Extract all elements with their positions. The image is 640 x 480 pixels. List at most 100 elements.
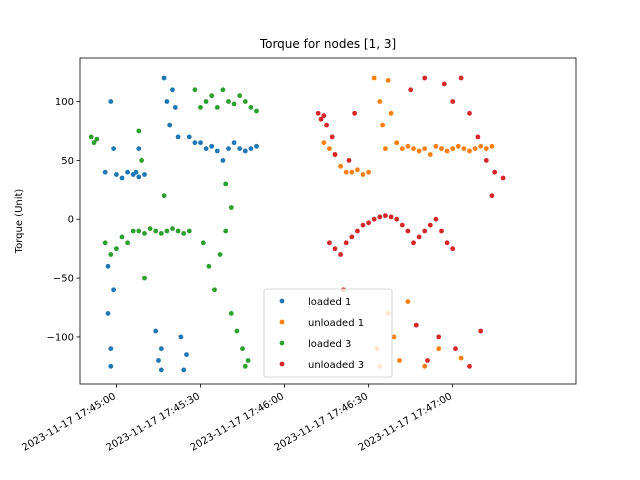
- point-series-3-10: [136, 228, 142, 234]
- point-series-3-21: [139, 158, 145, 163]
- point-series-4-15: [383, 213, 388, 219]
- x-tick-label-1: 2023-11-17 17:45:00: [20, 391, 117, 454]
- point-series-4-19: [405, 228, 411, 234]
- point-series-4-9: [349, 234, 355, 240]
- point-series-3-47: [228, 205, 234, 210]
- y-tick-label-1: −100: [47, 332, 74, 343]
- point-series-4-13: [371, 216, 377, 222]
- point-series-3-41: [228, 311, 234, 316]
- y-tick-label-2: −50: [53, 274, 74, 285]
- point-series-1-41: [248, 146, 254, 152]
- point-series-3-39: [217, 252, 223, 257]
- point-series-2-18: [405, 143, 411, 149]
- y-tick-label-3: 0: [68, 215, 74, 226]
- point-series-1-21: [161, 75, 167, 81]
- point-series-4-40: [483, 158, 489, 163]
- point-series-3-12: [147, 226, 153, 232]
- point-series-2-19: [411, 146, 416, 152]
- point-series-1-39: [237, 146, 243, 152]
- point-series-4-39: [475, 134, 481, 140]
- point-series-1-25: [172, 105, 178, 110]
- y-axis: −100 −50 0 50 100: [47, 97, 80, 343]
- point-series-3-44: [242, 363, 248, 369]
- point-series-3-38: [212, 287, 217, 293]
- point-series-1-10: [105, 263, 111, 269]
- point-series-1-27: [178, 334, 184, 340]
- legend-marker-2: [279, 319, 285, 325]
- point-series-3-20: [136, 128, 142, 134]
- point-series-2-8: [360, 172, 366, 177]
- point-series-3-29: [220, 87, 226, 93]
- point-series-4-10: [355, 228, 360, 234]
- point-series-2-9: [366, 169, 371, 175]
- point-series-2-29: [467, 148, 472, 154]
- point-series-1-11: [105, 311, 111, 316]
- point-series-3-1: [88, 134, 94, 140]
- point-series-4-41: [492, 169, 498, 175]
- point-series-2-38: [397, 358, 402, 363]
- point-series-4-17: [394, 216, 400, 222]
- point-series-2-20: [416, 148, 422, 154]
- point-series-1-2: [108, 99, 114, 104]
- point-series-2-10: [371, 75, 377, 81]
- point-series-2-39: [405, 299, 411, 304]
- point-series-1-29: [184, 352, 189, 357]
- point-series-3-5: [108, 252, 114, 257]
- point-series-3-16: [170, 226, 175, 232]
- point-series-4-32: [352, 110, 357, 116]
- point-series-1-42: [254, 143, 259, 149]
- point-series-1-13: [108, 363, 114, 369]
- point-series-1-1: [102, 169, 108, 175]
- point-series-1-31: [192, 140, 198, 146]
- point-series-1-37: [226, 146, 231, 152]
- legend-label-3: loaded 3: [308, 339, 351, 350]
- point-series-1-5: [119, 175, 125, 181]
- point-series-3-27: [209, 93, 215, 99]
- point-series-2-17: [399, 146, 405, 152]
- point-series-1-38: [231, 140, 237, 146]
- point-series-3-6: [114, 246, 119, 252]
- point-series-1-40: [242, 148, 248, 154]
- point-series-3-26: [203, 99, 209, 104]
- point-series-1-9: [142, 172, 147, 177]
- point-series-2-5: [343, 169, 349, 175]
- point-series-2-21: [422, 146, 428, 152]
- point-series-1-4: [114, 172, 119, 177]
- y-tick-label-5: 100: [55, 97, 74, 108]
- point-series-2-7: [355, 167, 360, 173]
- point-series-1-20: [158, 367, 164, 373]
- x-tick-label-5: 2023-11-17 17:47:00: [357, 391, 454, 454]
- legend-box: [263, 288, 393, 378]
- plot-area: [79, 57, 577, 385]
- legend-marker-1: [279, 298, 285, 304]
- point-series-2-40: [422, 363, 428, 369]
- point-series-3-43: [240, 346, 245, 352]
- point-series-1-18: [156, 358, 161, 363]
- point-series-4-46: [453, 346, 458, 352]
- point-series-2-25: [444, 148, 450, 154]
- point-series-2-2: [327, 146, 332, 152]
- point-series-4-31: [346, 158, 352, 163]
- point-series-1-33: [203, 146, 209, 152]
- point-series-4-11: [360, 222, 366, 228]
- point-series-2-33: [489, 143, 495, 149]
- legend: loaded 1 unloaded 1 loaded 3 unloaded 3: [263, 288, 393, 378]
- point-series-3-15: [164, 228, 170, 234]
- point-series-2-12: [380, 122, 385, 128]
- point-series-4-45: [436, 334, 442, 340]
- point-series-3-2: [91, 140, 97, 146]
- point-series-1-16: [136, 146, 142, 152]
- point-series-4-25: [439, 228, 444, 234]
- x-tick-label-2: 2023-11-17 17:45:30: [105, 391, 202, 454]
- point-series-4-49: [489, 193, 495, 199]
- point-series-2-4: [338, 163, 343, 169]
- point-series-2-26: [450, 146, 456, 152]
- point-series-2-24: [439, 146, 444, 152]
- point-series-2-31: [478, 143, 484, 149]
- point-series-2-14: [385, 78, 391, 83]
- point-series-1-6: [125, 169, 130, 175]
- point-series-4-22: [422, 228, 428, 234]
- point-series-1-12: [108, 346, 114, 352]
- point-series-2-13: [383, 146, 388, 152]
